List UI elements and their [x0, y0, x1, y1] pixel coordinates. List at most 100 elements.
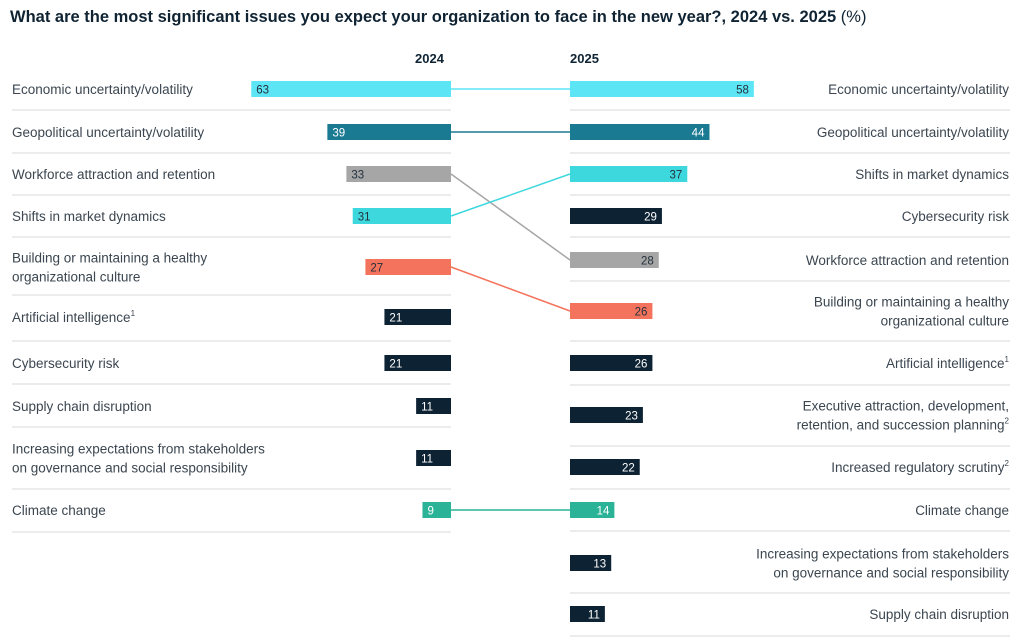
- bar-2025-6: [570, 303, 653, 319]
- bar-2025-4: [570, 208, 662, 224]
- value-label-2025-9: 22: [622, 463, 635, 475]
- value-label-2024-4: 31: [358, 212, 371, 224]
- bar-2025-1: [570, 81, 754, 97]
- bar-2025-10: [570, 502, 615, 518]
- value-label-2025-1: 58: [736, 85, 749, 97]
- category-label-line: Artificial intelligence: [886, 356, 1005, 371]
- category-label-line: Geopolitical uncertainty/volatility: [817, 125, 1009, 140]
- value-label-2024-1: 63: [256, 85, 269, 97]
- category-label-2024-7: Cybersecurity risk: [12, 356, 120, 371]
- category-label-line: organizational culture: [12, 270, 140, 285]
- value-label-2024-6: 21: [389, 313, 402, 325]
- bar-2024-5: [365, 259, 451, 275]
- category-label-2024-1: Economic uncertainty/volatility: [12, 82, 193, 97]
- value-label-2024-10: 9: [427, 506, 433, 518]
- category-label-2025-12: Supply chain disruption: [869, 607, 1009, 622]
- category-label-2025-1: Economic uncertainty/volatility: [828, 82, 1009, 97]
- category-label-line: Shifts in market dynamics: [12, 209, 166, 224]
- bar-2024-9: [416, 450, 451, 466]
- bar-2025-5: [570, 252, 659, 268]
- category-label-2024-5: Building or maintaining a healthy organiz…: [12, 251, 207, 285]
- value-label-2024-8: 11: [421, 402, 433, 414]
- row-dividers: [12, 109, 1010, 637]
- rank-connectors: [450, 88, 571, 511]
- category-label-2024-10: Climate change: [12, 503, 106, 518]
- category-label-2025-5: Workforce attraction and retention: [806, 253, 1009, 268]
- category-label-line: Increasing expectations from stakeholder…: [756, 547, 1009, 562]
- bar-2024-1: [251, 81, 451, 97]
- bar-2025-7: [570, 355, 653, 371]
- value-label-2025-3: 37: [669, 170, 682, 182]
- category-label-2024-4: Shifts in market dynamics: [12, 209, 166, 224]
- value-label-2025-6: 26: [635, 307, 648, 319]
- bar-2024-3: [346, 166, 451, 182]
- chart-title-unit: (%): [840, 8, 867, 26]
- category-label-line: Increased regulatory scrutiny: [831, 460, 1005, 475]
- bar-2025-12: [570, 606, 605, 622]
- bar-2025-2: [570, 124, 710, 140]
- category-label-line: Workforce attraction and retention: [12, 167, 215, 182]
- category-label-line: Building or maintaining a healthy: [814, 295, 1009, 310]
- year-header-2025: 2025: [570, 51, 599, 66]
- category-label-2025-6: Building or maintaining a healthy organiz…: [814, 295, 1009, 329]
- category-label-2025-11: Increasing expectations from stakeholder…: [756, 547, 1009, 581]
- category-label-2025-3: Shifts in market dynamics: [855, 167, 1009, 182]
- year-header-2024: 2024: [415, 51, 444, 66]
- bar-2025-3: [570, 166, 688, 182]
- category-label-line: Cybersecurity risk: [902, 209, 1010, 224]
- category-label-line: on governance and social responsibility: [12, 461, 248, 476]
- category-label-line: Supply chain disruption: [12, 399, 152, 414]
- category-label-line: Artificial intelligence: [12, 310, 131, 325]
- value-label-2025-10: 14: [597, 506, 610, 518]
- bar-2024-7: [384, 355, 451, 371]
- category-label-line: Supply chain disruption: [869, 607, 1009, 622]
- value-label-2024-7: 21: [389, 359, 402, 371]
- category-label-line: Building or maintaining a healthy: [12, 251, 207, 266]
- value-label-2024-3: 33: [351, 170, 364, 182]
- chart-title-text: What are the most significant issues you…: [10, 8, 837, 26]
- category-label-line: organizational culture: [881, 314, 1009, 329]
- category-label-line: retention, and succession planning: [797, 418, 1005, 433]
- bar-2025-8: [570, 407, 643, 423]
- bar-2025-9: [570, 459, 640, 475]
- category-label-line: Economic uncertainty/volatility: [828, 82, 1009, 97]
- footnote-marker: 2: [1005, 459, 1010, 468]
- value-label-2025-2: 44: [692, 128, 705, 140]
- footnote-marker: 1: [1005, 355, 1010, 364]
- category-label-2025-2: Geopolitical uncertainty/volatility: [817, 125, 1009, 140]
- value-label-2025-7: 26: [635, 359, 648, 371]
- category-label-2025-8: Executive attraction, development, retent…: [797, 399, 1010, 433]
- category-label-line: Climate change: [12, 503, 106, 518]
- category-label-2025-4: Cybersecurity risk: [902, 209, 1010, 224]
- category-label-2025-7: Artificial intelligence1: [886, 355, 1010, 371]
- category-label-line: Executive attraction, development,: [803, 399, 1009, 414]
- bar-2024-6: [384, 309, 451, 325]
- footnote-marker: 1: [131, 309, 136, 318]
- value-label-2024-5: 27: [370, 263, 383, 275]
- value-label-2024-9: 11: [421, 454, 433, 466]
- bar-2024-2: [327, 124, 451, 140]
- value-label-2025-8: 23: [625, 411, 638, 423]
- chart-title: What are the most significant issues you…: [10, 8, 1014, 27]
- value-label-2025-12: 11: [588, 610, 600, 622]
- category-label-line: Increasing expectations from stakeholder…: [12, 442, 265, 457]
- value-label-2025-5: 28: [641, 256, 654, 268]
- category-label-2024-3: Workforce attraction and retention: [12, 167, 215, 182]
- category-label-line: Shifts in market dynamics: [855, 167, 1009, 182]
- bars-2024: 63 Economic uncertainty/volatility 39 Geopo…: [12, 81, 451, 518]
- category-label-line: Workforce attraction and retention: [806, 253, 1009, 268]
- category-label-line: Economic uncertainty/volatility: [12, 82, 193, 97]
- category-label-2024-2: Geopolitical uncertainty/volatility: [12, 125, 204, 140]
- bar-2025-11: [570, 555, 612, 571]
- value-label-2025-4: 29: [644, 212, 657, 224]
- bar-2024-8: [416, 398, 451, 414]
- category-label-2024-6: Artificial intelligence1: [12, 309, 136, 325]
- category-label-2025-10: Climate change: [915, 503, 1009, 518]
- bars-2025: 58 Economic uncertainty/volatility 44 Geopo…: [570, 81, 1010, 622]
- bar-2024-4: [352, 208, 451, 224]
- connector-line-5: [450, 266, 571, 312]
- category-label-2024-8: Supply chain disruption: [12, 399, 152, 414]
- category-label-2024-9: Increasing expectations from stakeholder…: [12, 442, 265, 476]
- connector-line-3: [450, 173, 571, 261]
